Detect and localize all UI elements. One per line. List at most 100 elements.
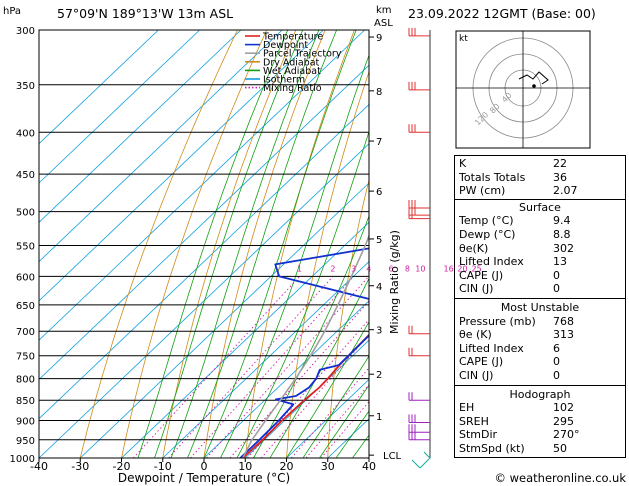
wet-adiabat-line [335, 410, 369, 458]
mixing-ratio-line [320, 401, 369, 458]
mixing-ratio-line [305, 383, 369, 458]
index-row: CIN (J) 0 [459, 369, 621, 383]
wind-barb-surface [411, 451, 431, 469]
legend-label: Isotherm [263, 75, 305, 86]
temperature-tick-label: -30 [71, 460, 89, 473]
temperature-tick-label: 40 [362, 460, 376, 473]
isotherm-line [39, 30, 159, 145]
most-unstable-title: Most Unstable [500, 300, 580, 314]
index-value: 0 [553, 268, 560, 282]
hodograph-box: Hodograph EH 102 SREH 295 StmDir 270° StmSpd (… [454, 385, 626, 459]
index-row: CIN (J) 0 [459, 282, 621, 296]
surface-box: Surface Temp (°C) 9.4 Dewp (°C) 8.8 θe(K) 302… [454, 199, 626, 299]
temperature-tick-label: 30 [321, 460, 335, 473]
mixing-ratio-label: 16 [444, 264, 454, 273]
wet-adiabat-line [286, 321, 369, 458]
index-value: 0 [553, 368, 560, 382]
index-value: 13 [553, 255, 567, 269]
legend-label: Mixing Ratio [263, 83, 322, 94]
plot-area [39, 30, 369, 458]
isotherm-line [39, 30, 283, 263]
wind-barb-column [408, 27, 431, 469]
hodograph-rows: EH 102 SREH 295 StmDir 270° StmSpd (kt) 50 [459, 401, 621, 455]
index-label: Temp (°C) [459, 214, 514, 228]
index-row: Pressure (mb) 768 [459, 315, 621, 329]
height-tick-label: 4 [376, 282, 382, 293]
series-temperature [242, 333, 369, 458]
pressure-tick-label: 500 [16, 208, 35, 219]
height-tick-label: LCL [383, 451, 402, 462]
isotherm-line [286, 378, 369, 458]
plot-background [39, 30, 369, 458]
indices-panel: K 22 Totals Totals 36 PW (cm) 2.07 Surface Te… [454, 155, 626, 459]
hodograph-table-title: Hodograph [509, 387, 571, 401]
index-value: 270° [553, 428, 580, 442]
isotherm-line [79, 182, 369, 458]
index-value: 295 [553, 414, 574, 428]
index-row: StmDir 270° [459, 428, 621, 442]
index-row: CAPE (J) 0 [459, 355, 621, 369]
index-row: SREH 295 [459, 415, 621, 429]
mixing-ratio-label: 10 [415, 264, 425, 273]
mixing-ratio-label: 8 [405, 264, 410, 273]
isotherm-line [39, 30, 200, 184]
index-value: 8.8 [553, 227, 571, 241]
index-row: θe (K) 313 [459, 328, 621, 342]
height-tick-label: 1 [376, 412, 382, 423]
wet-adiabat-line [302, 355, 369, 458]
pressure-tick-label: 1000 [10, 454, 35, 465]
hpa-unit-label: hPa [3, 6, 21, 17]
pressure-tick-label: 900 [16, 417, 35, 428]
pressure-tick-label: 850 [16, 396, 35, 407]
indices-rows: K 22 Totals Totals 36 PW (cm) 2.07 [459, 157, 621, 198]
index-value: 102 [553, 401, 574, 415]
index-row: Totals Totals 36 [459, 171, 621, 185]
legend-label: Temperature [262, 32, 323, 43]
pressure-tick-label: 600 [16, 272, 35, 283]
index-label: SREH [459, 414, 489, 428]
mixing-ratio-label: 2 [330, 264, 335, 273]
index-label: θe (K) [459, 328, 492, 342]
index-row: StmSpd (kt) 50 [459, 442, 621, 456]
mixing-ratio-label: 25 [472, 264, 482, 273]
isotherm-line [39, 30, 324, 302]
index-value: 50 [553, 441, 567, 455]
hodograph-trace [518, 71, 549, 85]
height-tick-label: 9 [376, 33, 382, 44]
sounding-series [239, 233, 369, 458]
mixing-ratio-line [229, 300, 369, 458]
index-value: 6 [553, 341, 560, 355]
pressure-tick-label: 350 [16, 81, 35, 92]
index-row: Lifted Index 13 [459, 255, 621, 269]
legend-label: Parcel Trajectory [263, 49, 342, 60]
index-row: PW (cm) 2.07 [459, 184, 621, 198]
legend-label: Dry Adiabat [263, 57, 320, 68]
temperature-tick-label: -10 [154, 460, 172, 473]
copyright-text: © weatheronline.co.uk [494, 471, 626, 485]
index-label: PW (cm) [459, 184, 506, 198]
isotherm-line [39, 30, 365, 341]
surface-rows: Temp (°C) 9.4 Dewp (°C) 8.8 θe(K) 302 Lifted I… [459, 214, 621, 296]
index-row: Lifted Index 6 [459, 342, 621, 356]
location-title: 57°09'N 189°13'W 13m ASL [57, 6, 233, 21]
legend-label: Wet Adiabat [263, 66, 321, 77]
mixing-ratio-line [206, 276, 369, 458]
mixing-ratio-label: 4 [366, 264, 371, 273]
pressure-axis: 300 350 400 450 500 550 600 650 700 750 800 850 900 9… [10, 26, 35, 465]
isotherm-line [162, 261, 369, 458]
index-row: CAPE (J) 0 [459, 269, 621, 283]
index-label: Lifted Index [459, 255, 524, 269]
series-parcel-trajectory [242, 233, 369, 458]
mixing-ratio-labels: 1 2 3 4 6 8 10 16 20 25 [297, 264, 482, 273]
pressure-tick-label: 700 [16, 327, 35, 338]
legend-label: Dewpoint [263, 40, 308, 51]
pressure-tick-label: 650 [16, 301, 35, 312]
height-tick-label: 3 [376, 326, 382, 337]
pressure-tick-label: 300 [16, 26, 35, 37]
mixing-ratio-line [132, 276, 300, 458]
pressure-tick-label: 950 [16, 436, 35, 447]
pressure-tick-label: 400 [16, 128, 35, 139]
isotherm-line [203, 300, 369, 458]
